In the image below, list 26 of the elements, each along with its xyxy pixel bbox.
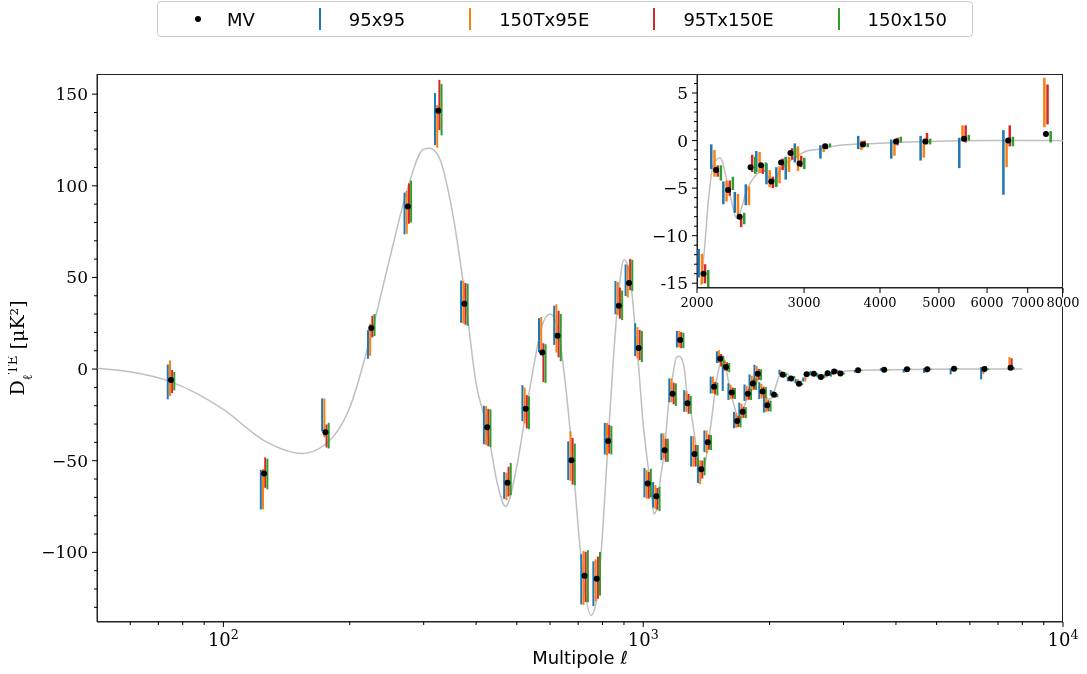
x-tick-label: 10$^{3}$	[627, 626, 659, 650]
y-tick-label: −100	[41, 542, 88, 563]
x-tick-label: 10$^{2}$	[207, 626, 239, 650]
x-tick-label: 7000	[1011, 295, 1045, 310]
x-tick-label: 6000	[970, 295, 1004, 310]
legend-label: 150x150	[867, 8, 947, 30]
y-tick-label: −5	[662, 178, 688, 199]
y-tick-label: −10	[652, 225, 688, 246]
y-tick-label: 0	[677, 130, 688, 151]
y-tick-label: -15	[660, 273, 688, 294]
x-tick-label: 5000	[922, 295, 956, 310]
legend-label: 150Tx95E	[499, 8, 590, 30]
x-tick-label: 3000	[787, 295, 821, 310]
legend-label: 95Tx150E	[683, 8, 774, 30]
x-axis-title: Multipole ℓ	[532, 647, 628, 668]
y-tick-label: −50	[52, 450, 88, 471]
y-tick-label: 150	[55, 84, 88, 105]
x-tick-label: 4000	[863, 295, 897, 310]
y-tick-label: 50	[66, 267, 88, 288]
y-tick-label: 0	[77, 359, 88, 380]
x-tick-label: 10$^{4}$	[1047, 626, 1079, 650]
x-tick-label: 2000	[680, 295, 714, 310]
legend-label: MV	[226, 8, 255, 30]
y-tick-label: 100	[55, 175, 88, 196]
legend-label: 95x95	[348, 8, 406, 30]
y-tick-label: 5	[677, 82, 688, 103]
